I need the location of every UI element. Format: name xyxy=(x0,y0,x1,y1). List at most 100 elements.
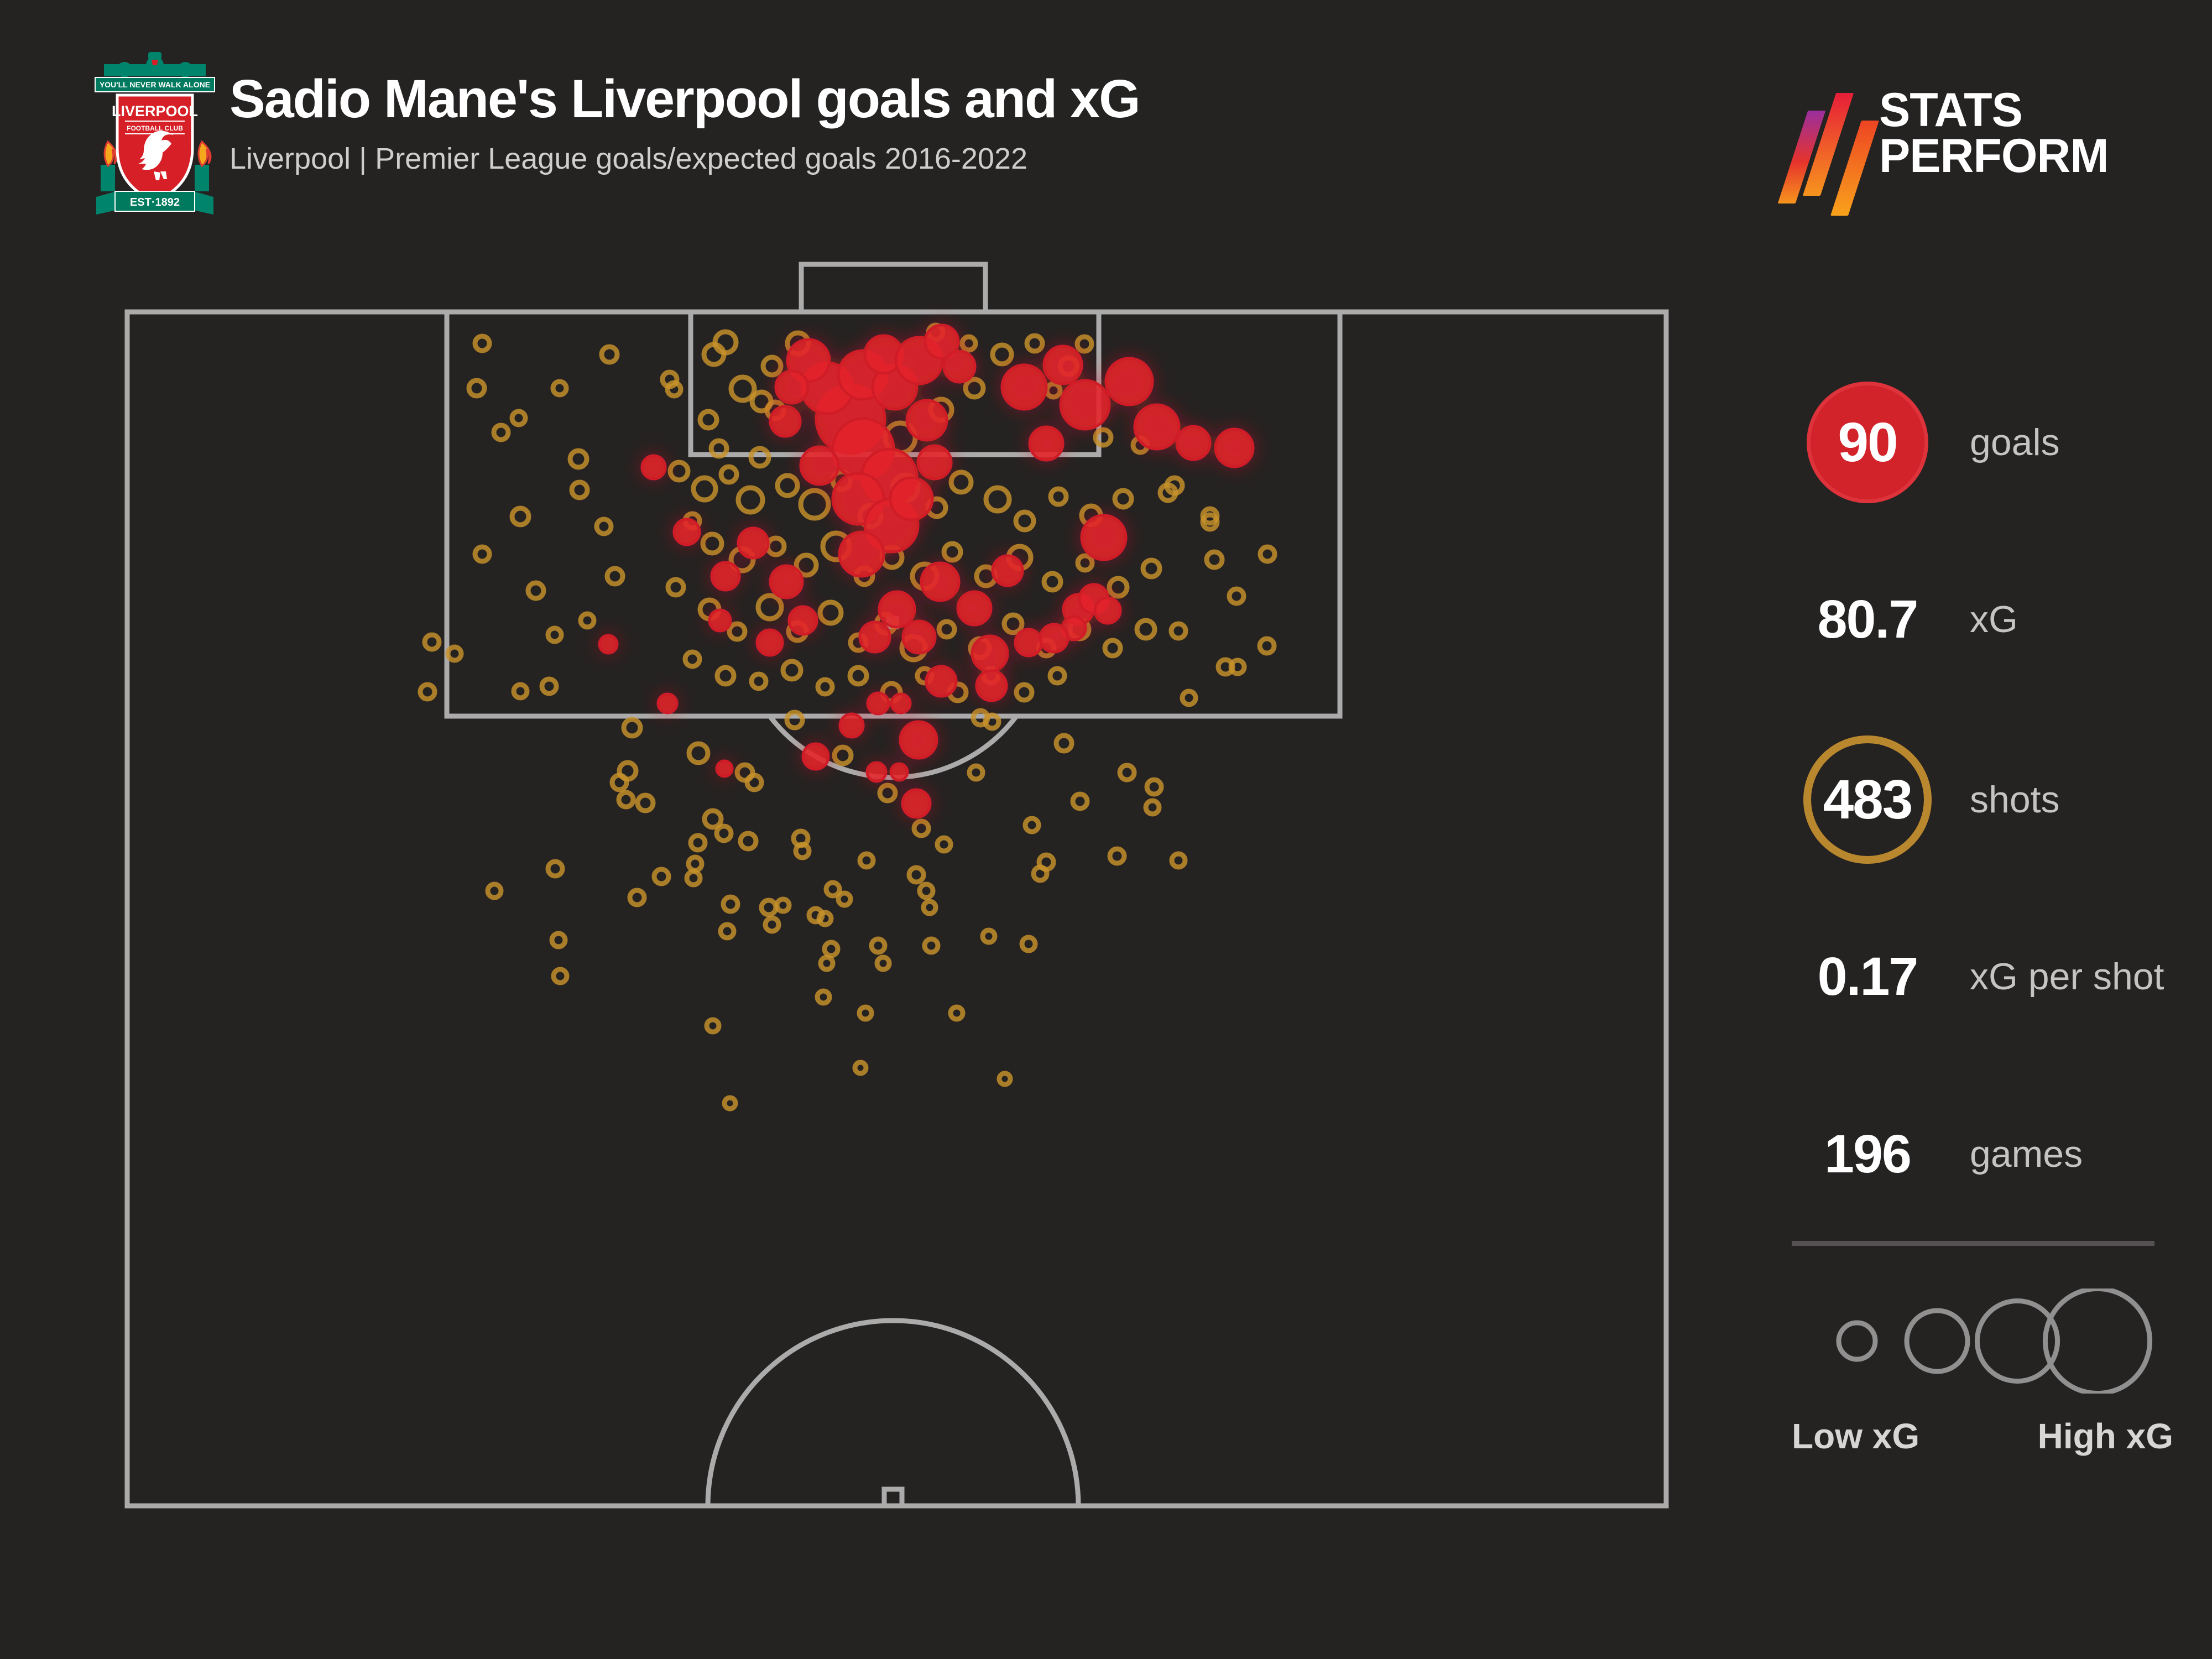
goal-marker xyxy=(1039,623,1070,654)
shot-marker xyxy=(1204,549,1225,570)
wordmark-line1: STATS xyxy=(1879,84,2023,137)
shot-marker xyxy=(917,881,936,900)
shot-marker xyxy=(780,659,804,682)
centre-spot-mark xyxy=(881,1486,905,1509)
goals-scatter-layer xyxy=(598,324,1255,819)
shot-marker xyxy=(857,851,876,870)
shot-marker xyxy=(1107,846,1127,866)
shot-marker xyxy=(599,344,620,365)
shot-marker xyxy=(688,833,708,853)
shot-marker xyxy=(1102,638,1123,659)
crest-banner-text: YOU'LL NEVER WALK ALONE xyxy=(100,80,210,89)
goal-marker xyxy=(925,665,958,698)
shot-marker xyxy=(1053,733,1074,754)
shot-marker xyxy=(1169,851,1188,870)
crest-flames xyxy=(101,140,212,191)
goal-marker xyxy=(715,759,734,778)
goal-marker xyxy=(1000,363,1048,411)
xg-size-legend xyxy=(1836,1288,2153,1394)
goal-marker xyxy=(737,526,770,560)
shot-marker xyxy=(1134,618,1157,641)
page-title: Sadio Mane's Liverpool goals and xG xyxy=(229,69,1141,129)
shot-marker xyxy=(718,922,737,941)
goal-marker xyxy=(889,476,934,521)
goal-marker xyxy=(787,605,818,636)
stats-perform-logo: STATS PERFORM xyxy=(1777,83,2189,216)
shot-marker xyxy=(983,712,1001,731)
shot-marker xyxy=(1041,571,1063,593)
shot-marker xyxy=(525,580,546,601)
shot-marker xyxy=(616,790,636,810)
goal-marker xyxy=(1214,427,1255,468)
shot-marker xyxy=(509,505,531,528)
goal-marker xyxy=(838,712,865,739)
shot-marker xyxy=(877,782,898,804)
shot-marker xyxy=(922,936,941,955)
shot-marker xyxy=(1112,488,1134,510)
shot-marker xyxy=(422,632,442,652)
goals-value: 90 xyxy=(1838,411,1898,473)
goal-marker xyxy=(942,349,977,384)
goal-marker xyxy=(866,691,890,716)
shot-marker xyxy=(1258,544,1277,564)
shot-marker xyxy=(569,479,590,500)
shots-badge: 483 xyxy=(1803,735,1932,864)
shot-marker xyxy=(935,835,953,854)
shot-marker xyxy=(551,967,570,985)
goal-marker xyxy=(971,634,1009,673)
xg-value: 80.7 xyxy=(1817,589,1919,649)
shot-marker xyxy=(1001,612,1025,635)
goal-marker xyxy=(708,608,732,633)
goal-marker xyxy=(1104,357,1154,406)
shot-marker xyxy=(714,823,734,843)
shot-marker xyxy=(1013,509,1036,533)
shot-marker xyxy=(1117,763,1137,782)
xg-per-shot-label: xG per shot xyxy=(1970,956,2164,998)
shot-marker xyxy=(511,682,530,701)
shot-marker xyxy=(445,644,464,663)
shot-marker xyxy=(794,552,819,578)
shot-marker xyxy=(712,329,739,356)
shot-marker xyxy=(948,1004,966,1022)
stat-row-games: 196 games xyxy=(1787,1091,2185,1218)
legend-low-label: Low xG xyxy=(1792,1416,1920,1456)
shot-marker xyxy=(817,599,844,626)
shot-marker xyxy=(545,859,565,879)
shot-marker xyxy=(545,625,564,644)
shot-marker xyxy=(418,682,437,702)
shot-marker xyxy=(832,744,854,766)
shot-marker xyxy=(735,485,765,515)
shot-marker xyxy=(749,671,769,691)
shot-marker xyxy=(997,1071,1013,1087)
shot-marker xyxy=(906,865,926,885)
goal-marker xyxy=(991,554,1024,587)
shot-marker xyxy=(836,890,853,908)
games-value: 196 xyxy=(1824,1124,1912,1184)
shot-marker xyxy=(627,888,647,907)
goal-marker xyxy=(1042,345,1083,385)
legend-labels: Low xG High xG xyxy=(1792,1416,2173,1457)
shot-marker xyxy=(1144,777,1164,797)
goal-marker xyxy=(899,720,938,760)
shot-marker xyxy=(1227,586,1246,606)
shot-marker xyxy=(911,818,931,838)
goal-marker xyxy=(901,619,937,655)
shot-marker xyxy=(1048,486,1069,507)
shot-marker xyxy=(1075,553,1095,573)
wordmark-line2: PERFORM xyxy=(1879,129,2109,182)
shot-marker xyxy=(665,380,684,399)
goal-frame xyxy=(799,262,988,315)
shot-marker xyxy=(816,910,834,927)
shot-marker xyxy=(748,446,771,469)
shot-marker xyxy=(948,469,974,495)
stats-perform-bars-icon xyxy=(1777,86,1879,216)
penalty-area xyxy=(444,309,1343,719)
shot-marker xyxy=(684,869,703,888)
shot-marker xyxy=(651,867,671,886)
goals-badge: 90 xyxy=(1807,382,1928,503)
shot-marker xyxy=(485,881,504,900)
shot-marker xyxy=(1047,666,1067,686)
goal-marker xyxy=(710,561,741,592)
